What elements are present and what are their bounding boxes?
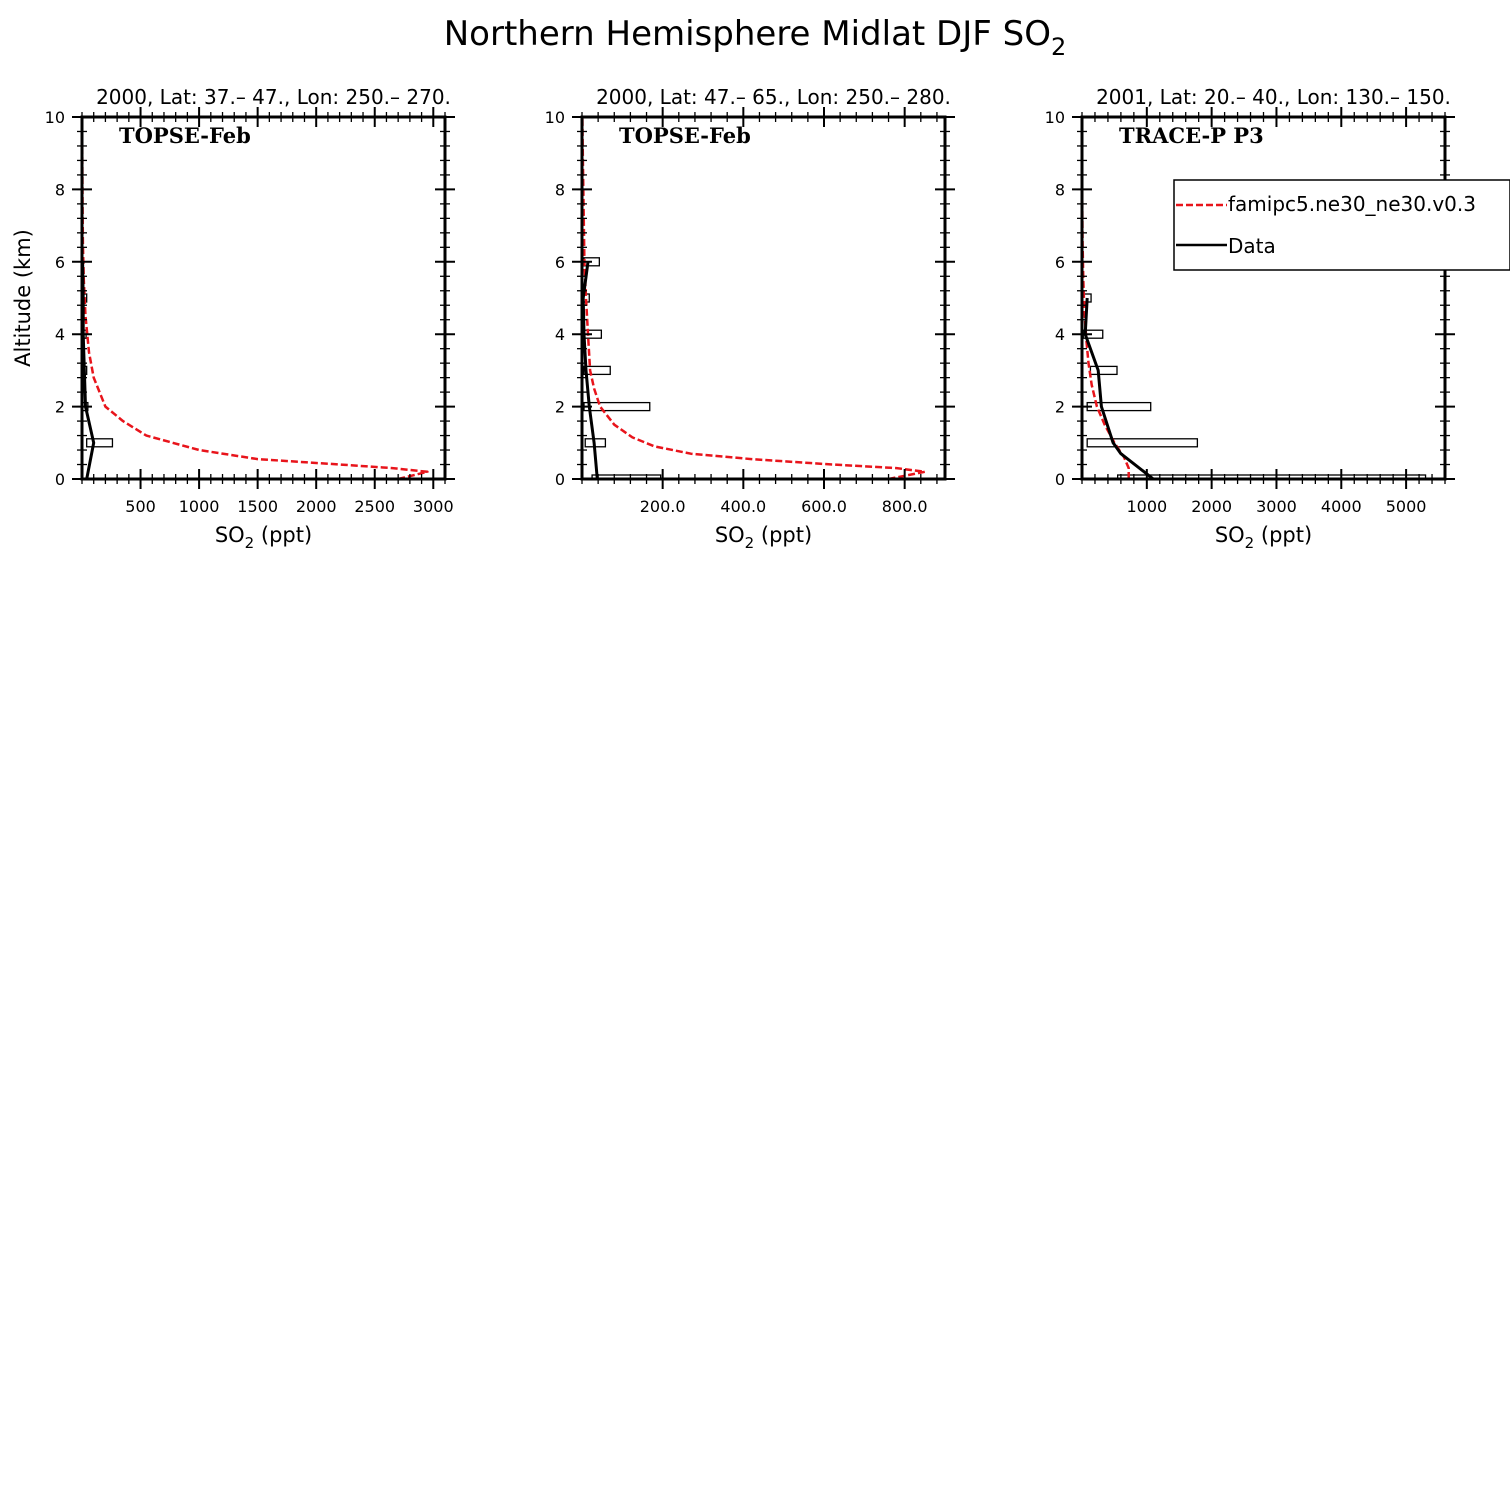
y-tick-label: 6 — [1055, 253, 1065, 272]
data-range-box — [591, 474, 662, 479]
data-range-box — [1117, 474, 1427, 479]
legend: famipc5.ne30_ne30.v0.3 Data — [1173, 179, 1510, 271]
y-tick-label: 0 — [555, 470, 565, 489]
panel-title: 2000, Lat: 37.– 47., Lon: 250.– 270. — [96, 85, 451, 109]
x-tick-label: 5000 — [1386, 497, 1427, 516]
x-tick-label: 3000 — [413, 497, 454, 516]
y-tick-label: 8 — [1055, 180, 1065, 199]
legend-model-label: famipc5.ne30_ne30.v0.3 — [1228, 192, 1476, 216]
x-tick-label: 2000 — [1191, 497, 1232, 516]
x-tick-label: 2000 — [296, 497, 337, 516]
x-tick-label: 800.0 — [882, 497, 928, 516]
x-tick-label: 400.0 — [720, 497, 766, 516]
plot-frame — [80, 115, 447, 481]
x-tick-label: 1000 — [1126, 497, 1167, 516]
data-range-box — [86, 438, 114, 448]
y-tick-label: 2 — [1055, 398, 1065, 417]
y-tick-label: 2 — [555, 398, 565, 417]
y-tick-label: 4 — [1055, 325, 1065, 344]
legend-box — [1173, 179, 1510, 271]
y-tick-label: 8 — [555, 180, 565, 199]
panels: 2000, Lat: 37.– 47., Lon: 250.– 270. TOPS… — [45, 85, 1455, 552]
y-tick-label: 8 — [55, 180, 65, 199]
chart-panel-3: 2001, Lat: 20.– 40., Lon: 130.– 150. TRAC… — [1045, 85, 1455, 552]
panel-title: 2001, Lat: 20.– 40., Lon: 130.– 150. — [1096, 85, 1451, 109]
campaign-label: TOPSE-Feb — [119, 123, 251, 148]
x-axis-label: SO2 (ppt) — [1215, 523, 1312, 552]
y-tick-label: 6 — [555, 253, 565, 272]
x-tick-label: 1000 — [179, 497, 220, 516]
y-tick-label: 10 — [1045, 108, 1065, 127]
x-axis-label: SO2 (ppt) — [215, 523, 312, 552]
y-tick-label: 0 — [55, 470, 65, 489]
x-tick-label: 600.0 — [801, 497, 847, 516]
y-tick-label: 10 — [545, 108, 565, 127]
data-range-box — [1089, 365, 1118, 376]
y-tick-label: 4 — [555, 325, 565, 344]
y-tick-label: 0 — [1055, 470, 1065, 489]
y-tick-label: 6 — [55, 253, 65, 272]
data-range-box — [583, 365, 611, 376]
plot-frame — [580, 115, 947, 481]
campaign-label: TRACE-P P3 — [1119, 123, 1264, 148]
x-tick-label: 4000 — [1321, 497, 1362, 516]
y-tick-label: 4 — [55, 325, 65, 344]
series-line-model — [582, 117, 927, 479]
figure-title: Northern Hemisphere Midlat DJF SO2 — [444, 14, 1067, 61]
data-range-box — [1086, 438, 1199, 448]
data-range-box — [582, 329, 603, 339]
x-tick-label: 2500 — [354, 497, 395, 516]
chart-panel-1: 2000, Lat: 37.– 47., Lon: 250.– 270. TOPS… — [45, 85, 455, 552]
y-axis-label: Altitude (km) — [11, 229, 35, 367]
campaign-label: TOPSE-Feb — [619, 123, 751, 148]
x-tick-label: 3000 — [1256, 497, 1297, 516]
x-axis-label: SO2 (ppt) — [715, 523, 812, 552]
x-tick-label: 1500 — [237, 497, 278, 516]
chart-panel-2: 2000, Lat: 47.– 65., Lon: 250.– 280. TOPS… — [545, 85, 955, 552]
panel-title: 2000, Lat: 47.– 65., Lon: 250.– 280. — [596, 85, 951, 109]
legend-data-label: Data — [1228, 234, 1276, 258]
x-tick-label: 200.0 — [640, 497, 686, 516]
y-tick-label: 2 — [55, 398, 65, 417]
y-tick-label: 10 — [45, 108, 65, 127]
x-tick-label: 500 — [125, 497, 156, 516]
